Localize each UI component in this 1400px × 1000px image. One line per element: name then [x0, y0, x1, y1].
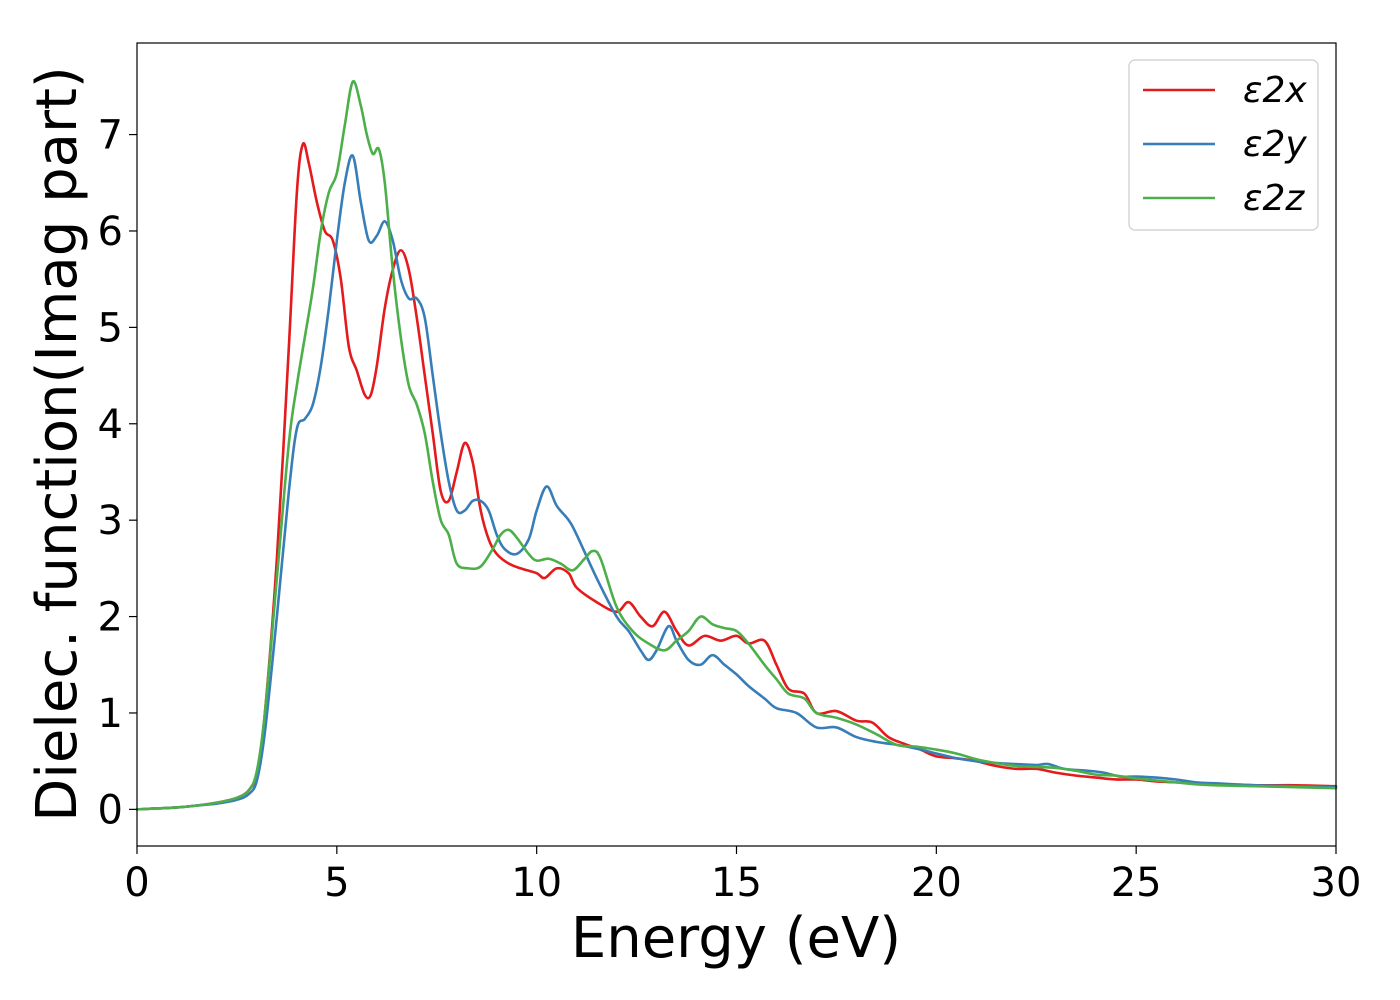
x-tick-label: 20	[911, 860, 962, 906]
series-line-1	[135, 141, 1338, 811]
y-axis-ticks: 0 1 2 3 4 5 6 7	[98, 113, 137, 833]
y-tick-label: 0	[98, 787, 123, 833]
y-tick-label: 4	[98, 402, 123, 448]
x-tick-label: 0	[124, 860, 149, 906]
x-axis-title: Energy (eV)	[571, 906, 901, 971]
legend-label-1: ε2x	[1243, 70, 1307, 111]
x-tick-label: 25	[1111, 860, 1162, 906]
y-tick-label: 3	[98, 498, 123, 544]
legend: ε2x ε2y ε2z	[1128, 59, 1319, 231]
x-tick-label: 15	[711, 860, 762, 906]
x-tick-label: 10	[511, 860, 562, 906]
series-line-3	[135, 80, 1338, 811]
x-tick-label: 5	[324, 860, 349, 906]
x-axis-ticks: 0 5 10 15 20 25 30	[124, 846, 1361, 906]
legend-label-2: ε2y	[1243, 124, 1307, 165]
series-line-2	[135, 154, 1338, 811]
y-axis-title: Dielec. function(Imag part)	[25, 66, 90, 822]
legend-box	[1128, 59, 1319, 231]
legend-entries: ε2x ε2y ε2z	[1143, 70, 1307, 219]
y-tick-label: 1	[98, 691, 123, 737]
y-tick-label: 2	[98, 595, 123, 641]
y-tick-label: 5	[98, 305, 123, 351]
x-tick-label: 30	[1311, 860, 1362, 906]
y-tick-label: 7	[98, 113, 123, 159]
series-layer	[135, 80, 1338, 811]
legend-label-3: ε2z	[1243, 178, 1305, 219]
y-tick-label: 6	[98, 209, 123, 255]
